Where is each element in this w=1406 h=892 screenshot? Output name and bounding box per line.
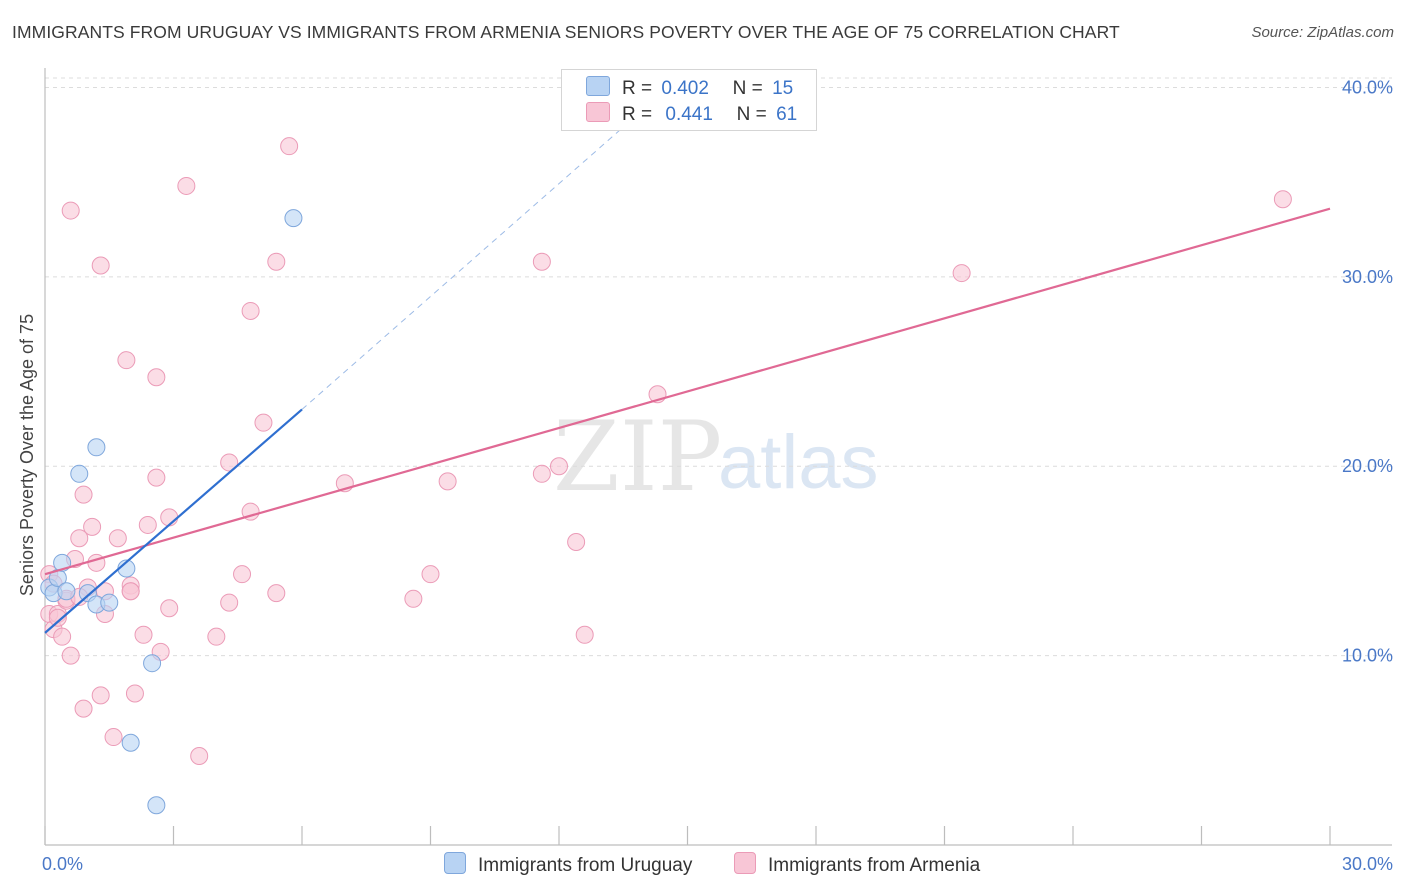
armenia-point	[207, 627, 226, 646]
armenia-point	[233, 565, 252, 584]
armenia-point	[104, 728, 123, 747]
armenia-point	[138, 515, 157, 534]
armenia-point	[70, 529, 89, 548]
armenia-point	[532, 464, 551, 483]
armenia-point	[220, 593, 239, 612]
armenia-point	[91, 686, 110, 705]
watermark-atlas: atlas	[718, 420, 879, 505]
tick-labels: 10.0% 20.0% 30.0% 40.0% 0.0% 30.0%	[42, 77, 1393, 874]
armenia-point	[74, 485, 93, 504]
armenia-point	[147, 368, 166, 387]
x-tick-label: 30.0%	[1342, 854, 1393, 874]
y-tick-label: 30.0%	[1342, 267, 1393, 287]
legend-r-label: R =	[622, 104, 653, 125]
uruguay-trend-extension	[301, 107, 645, 410]
armenia-legend-swatch	[734, 852, 756, 874]
uruguay-point	[57, 582, 76, 601]
armenia-point	[280, 137, 299, 156]
watermark-zip: ZIP	[553, 401, 722, 513]
bottom-legend-armenia: Immigrants from Armenia	[734, 852, 980, 877]
uruguay-swatch	[586, 76, 610, 96]
axes	[44, 68, 1392, 846]
armenia-point	[952, 264, 971, 283]
correlation-legend: R = 0.402 N = 15 R = 0.441 N = 61	[561, 69, 817, 131]
armenia-point	[421, 565, 440, 584]
armenia-swatch	[586, 102, 610, 122]
armenia-point	[241, 301, 260, 320]
armenia-point	[267, 584, 286, 603]
armenia-point	[267, 252, 286, 271]
uruguay-point	[284, 209, 303, 228]
armenia-point	[220, 453, 239, 472]
armenia-point	[160, 508, 179, 527]
chart-title: IMMIGRANTS FROM URUGUAY VS IMMIGRANTS FR…	[12, 22, 1120, 42]
armenia-point	[91, 256, 110, 275]
legend-n-label: N =	[736, 104, 767, 125]
legend-r-label: R =	[622, 78, 653, 99]
y-tick-label: 20.0%	[1342, 456, 1393, 476]
armenia-point	[404, 589, 423, 608]
armenia-point	[108, 529, 127, 548]
armenia-point	[125, 684, 144, 703]
armenia-point	[74, 699, 93, 718]
armenia-point	[61, 646, 80, 665]
armenia-point	[61, 201, 80, 220]
legend-n-value: 15	[772, 78, 794, 99]
armenia-point	[121, 582, 140, 601]
uruguay-legend-swatch	[444, 852, 466, 874]
bottom-legend-uruguay: Immigrants from Uruguay	[444, 852, 692, 877]
armenia-legend-label: Immigrants from Armenia	[768, 855, 981, 876]
x-tick-label: 0.0%	[42, 854, 83, 874]
trend-lines	[44, 107, 1331, 634]
y-tick-label: 40.0%	[1342, 77, 1393, 97]
watermark: ZIP atlas	[553, 401, 879, 513]
uruguay-point	[100, 593, 119, 612]
source-credit: Source: ZipAtlas.com	[1251, 24, 1394, 41]
legend-r-value: 0.441	[665, 104, 713, 125]
armenia-point	[83, 517, 102, 536]
legend-row-armenia: R = 0.441 N = 61	[586, 102, 797, 126]
legend-r-value: 0.402	[661, 78, 709, 99]
armenia-point	[438, 472, 457, 491]
armenia-point	[550, 457, 568, 476]
armenia-point	[177, 176, 196, 195]
armenia-point	[532, 252, 551, 271]
legend-row-uruguay: R = 0.402 N = 15	[586, 76, 793, 100]
uruguay-point	[70, 464, 89, 483]
uruguay-legend-label: Immigrants from Uruguay	[478, 855, 693, 876]
armenia-point	[117, 351, 136, 370]
uruguay-trend-line	[44, 408, 303, 634]
y-tick-label: 10.0%	[1342, 646, 1393, 666]
y-axis-label: Seniors Poverty Over the Age of 75	[17, 314, 37, 596]
armenia-point	[190, 746, 209, 765]
legend-n-label: N =	[732, 78, 763, 99]
armenia-point	[53, 627, 72, 646]
legend-n-value: 61	[776, 104, 798, 125]
uruguay-point	[143, 654, 162, 673]
armenia-point	[254, 413, 273, 432]
uruguay-point	[147, 796, 166, 815]
uruguay-point	[87, 438, 106, 457]
armenia-point	[567, 532, 586, 551]
armenia-point	[575, 625, 594, 644]
armenia-trend-line	[44, 207, 1331, 576]
armenia-point	[134, 625, 153, 644]
uruguay-point	[121, 733, 140, 752]
armenia-point	[147, 468, 166, 487]
armenia-point	[160, 599, 179, 618]
armenia-point	[48, 608, 67, 627]
armenia-point	[1273, 190, 1292, 209]
